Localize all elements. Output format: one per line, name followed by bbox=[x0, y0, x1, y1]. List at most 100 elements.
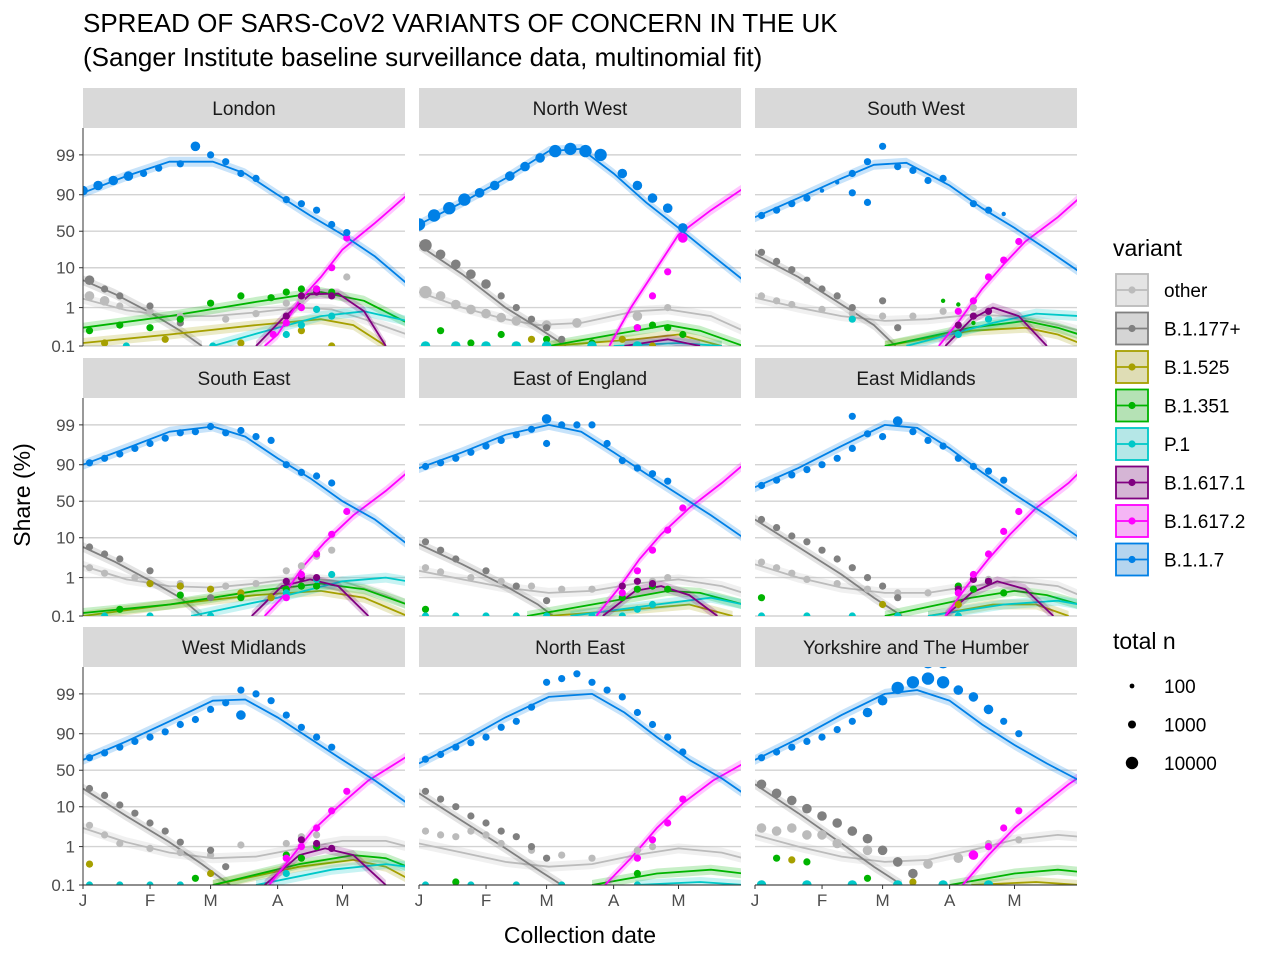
point-b-1-1-7 bbox=[818, 461, 826, 469]
point-b-1-1-7 bbox=[443, 202, 456, 215]
point-b-1-177 bbox=[863, 574, 872, 582]
point-b-1-1-7 bbox=[328, 743, 336, 751]
fit-line-b-1-617-2 bbox=[961, 777, 1077, 885]
legend-key-point bbox=[1128, 286, 1136, 294]
point-p-1 bbox=[892, 880, 903, 885]
fit-line-b-1-1-7 bbox=[83, 698, 405, 803]
point-b-1-1-7 bbox=[207, 151, 215, 159]
point-b-1-617-2 bbox=[313, 824, 321, 832]
point-b-1-617-1 bbox=[969, 312, 978, 320]
legend-size-1000: 1000 bbox=[1128, 716, 1206, 737]
fit-line-p-1 bbox=[190, 576, 405, 616]
point-b-1-1-7 bbox=[207, 705, 215, 714]
point-b-1-1-7 bbox=[909, 166, 917, 174]
point-b-1-1-7 bbox=[664, 733, 672, 741]
point-b-1-1-7 bbox=[588, 421, 596, 429]
point-b-1-1-7 bbox=[131, 444, 139, 452]
point-b-1-525 bbox=[237, 339, 245, 346]
point-b-1-1-7 bbox=[803, 194, 811, 202]
point-p-1 bbox=[633, 605, 642, 613]
point-other bbox=[771, 826, 782, 836]
y-tick-label: 1 bbox=[66, 569, 75, 588]
legend-size-title: total n bbox=[1113, 628, 1176, 654]
point-other bbox=[788, 569, 796, 577]
point-b-1-1-7 bbox=[191, 715, 199, 724]
y-tick-label: 90 bbox=[56, 186, 75, 205]
point-b-1-617-2 bbox=[664, 268, 672, 276]
point-other bbox=[558, 585, 566, 593]
point-b-1-525 bbox=[176, 582, 184, 590]
point-b-1-1-7 bbox=[909, 428, 917, 436]
point-b-1-1-7 bbox=[879, 433, 887, 441]
point-b-1-1-7 bbox=[773, 206, 781, 214]
point-other bbox=[924, 589, 932, 597]
point-other bbox=[99, 296, 110, 306]
point-b-1-351 bbox=[664, 324, 672, 332]
point-b-1-525 bbox=[909, 878, 917, 885]
point-b-1-1-7 bbox=[543, 678, 551, 686]
facet-strip bbox=[419, 88, 741, 128]
point-other bbox=[131, 574, 139, 582]
facet-strip bbox=[755, 627, 1077, 667]
point-b-1-177 bbox=[116, 801, 124, 809]
point-b-1-1-7 bbox=[936, 676, 950, 689]
point-other bbox=[497, 577, 505, 585]
point-b-1-177 bbox=[512, 304, 520, 312]
legend-item-b-1-351: B.1.351 bbox=[1115, 388, 1230, 423]
point-b-1-1-7 bbox=[267, 697, 275, 705]
legend-item-label: B.1.617.2 bbox=[1164, 512, 1245, 533]
x-tick-label: A bbox=[272, 891, 284, 910]
point-b-1-177 bbox=[222, 863, 230, 871]
ribbon-b-1-1-7 bbox=[755, 419, 1077, 542]
plot-area bbox=[419, 670, 741, 885]
point-p-1 bbox=[176, 881, 184, 885]
point-other bbox=[511, 316, 522, 326]
ribbon-other bbox=[419, 565, 741, 598]
legend-size-10000: 10000 bbox=[1125, 754, 1217, 775]
fit-line-b-1-351 bbox=[884, 589, 1077, 616]
point-b-1-1-7 bbox=[603, 686, 611, 694]
fit-line-b-1-617-2 bbox=[608, 188, 741, 346]
point-b-1-351 bbox=[956, 302, 961, 307]
point-b-1-617-2 bbox=[969, 297, 978, 305]
panel-north-east: North East J F M A M bbox=[415, 627, 741, 910]
point-b-1-617-1 bbox=[648, 580, 657, 588]
ribbon-b-1-617-2 bbox=[264, 191, 405, 346]
point-other bbox=[664, 304, 672, 312]
point-b-1-177 bbox=[894, 324, 902, 332]
point-b-1-351 bbox=[191, 874, 199, 882]
point-b-1-1-7 bbox=[535, 153, 545, 163]
point-b-1-1-7 bbox=[482, 733, 490, 741]
point-b-1-525 bbox=[207, 869, 215, 878]
ribbon-b-1-525 bbox=[83, 314, 386, 346]
point-other bbox=[848, 310, 856, 318]
point-b-1-617-2 bbox=[269, 330, 277, 339]
legend-key-point bbox=[1128, 478, 1136, 487]
point-b-1-177 bbox=[451, 259, 461, 270]
facet-strip-label: Yorkshire and The Humber bbox=[803, 638, 1030, 659]
point-b-1-1-7 bbox=[489, 180, 500, 191]
fit-line-b-1-617-1 bbox=[944, 306, 1048, 346]
fit-line-other bbox=[419, 842, 741, 868]
point-p-1 bbox=[848, 612, 856, 616]
point-p-1 bbox=[209, 342, 217, 346]
y-tick-label: 1 bbox=[66, 299, 75, 318]
point-p-1 bbox=[633, 881, 641, 885]
legend: variant other B.1.177+ B.1.525 B.1.351 P.1 B.1… bbox=[1113, 235, 1245, 775]
point-b-1-351 bbox=[267, 294, 275, 302]
ribbon-other bbox=[755, 829, 1077, 867]
y-axis-title: Share (%) bbox=[9, 443, 35, 547]
point-b-1-177 bbox=[101, 550, 109, 558]
fit-line-b-1-617-2 bbox=[944, 473, 1077, 616]
point-p-1 bbox=[101, 612, 109, 616]
point-other bbox=[909, 312, 917, 320]
point-b-1-177 bbox=[757, 248, 766, 256]
point-p-1 bbox=[116, 881, 124, 885]
point-b-1-177 bbox=[848, 304, 856, 312]
legend-item-b-1-177: B.1.177+ bbox=[1115, 311, 1241, 346]
ribbon-b-1-617-2 bbox=[945, 469, 1077, 616]
point-b-1-617-2 bbox=[648, 292, 657, 300]
point-b-1-1-7 bbox=[877, 695, 888, 706]
